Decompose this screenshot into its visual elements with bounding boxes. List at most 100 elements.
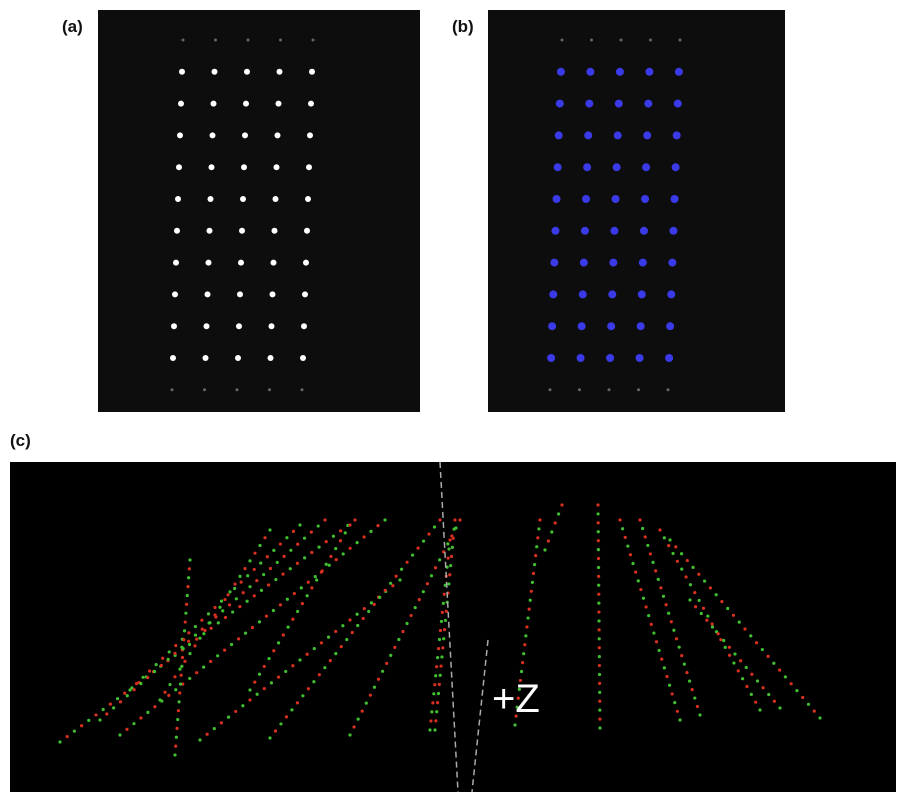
dot	[389, 654, 392, 657]
dot	[675, 637, 678, 640]
dot	[598, 709, 601, 712]
dot	[579, 290, 587, 298]
dot	[658, 528, 661, 531]
dot	[226, 593, 229, 596]
dot	[245, 600, 248, 603]
dot	[660, 658, 663, 661]
dot	[663, 536, 666, 539]
dot	[160, 664, 163, 667]
dot	[652, 631, 655, 634]
dot	[439, 629, 442, 632]
dot	[179, 682, 182, 685]
dot	[667, 290, 675, 298]
dot	[438, 518, 441, 521]
dot	[700, 612, 703, 615]
dot	[550, 530, 553, 533]
dot	[349, 547, 352, 550]
dot	[202, 666, 205, 669]
dot	[301, 694, 304, 697]
dot	[733, 652, 736, 655]
dot	[557, 68, 565, 76]
dot	[342, 552, 345, 555]
dot	[440, 655, 443, 658]
dot	[597, 584, 600, 587]
dot	[702, 607, 705, 610]
dot	[279, 722, 282, 725]
dot	[528, 608, 531, 611]
dot	[807, 703, 810, 706]
dot	[649, 39, 652, 42]
dot	[238, 260, 244, 266]
dot	[187, 576, 190, 579]
dot	[373, 603, 376, 606]
dot	[643, 131, 651, 139]
dot	[259, 561, 262, 564]
dot	[158, 698, 161, 701]
dot	[206, 260, 212, 266]
dot	[638, 518, 641, 521]
dot	[384, 589, 387, 592]
dot	[813, 710, 816, 713]
dot	[182, 39, 185, 42]
dot	[717, 632, 720, 635]
dot	[303, 260, 309, 266]
dot	[756, 679, 759, 682]
dot	[715, 593, 718, 596]
dot	[178, 691, 181, 694]
dot	[238, 575, 241, 578]
dot	[168, 683, 171, 686]
dot	[578, 322, 586, 330]
dot	[583, 163, 591, 171]
dot	[665, 354, 673, 362]
dot	[296, 562, 299, 565]
dot	[344, 531, 347, 534]
dot	[353, 518, 356, 521]
dot	[429, 719, 432, 722]
dot	[597, 539, 600, 542]
dot	[300, 586, 303, 589]
dot	[317, 524, 320, 527]
dot	[307, 687, 310, 690]
dot	[194, 634, 197, 637]
dot	[174, 745, 177, 748]
dot	[581, 227, 589, 235]
dot	[547, 354, 555, 362]
dot	[361, 710, 364, 713]
dot	[173, 675, 176, 678]
dot	[724, 646, 727, 649]
dot	[323, 666, 326, 669]
dot	[606, 354, 614, 362]
panel-a-image	[98, 10, 420, 412]
dot	[175, 736, 178, 739]
dot	[422, 590, 425, 593]
dot	[453, 518, 456, 521]
dot	[711, 625, 714, 628]
dot	[433, 525, 436, 528]
dot	[269, 567, 272, 570]
dot	[339, 539, 342, 542]
dot	[325, 563, 328, 566]
dot	[674, 545, 677, 548]
dot	[678, 646, 681, 649]
dot	[217, 621, 220, 624]
dot	[187, 640, 190, 643]
dot	[207, 228, 213, 234]
dot	[773, 700, 776, 703]
dot	[434, 566, 437, 569]
dot	[657, 578, 660, 581]
dot	[177, 709, 180, 712]
dot	[451, 546, 454, 549]
dot	[296, 701, 299, 704]
dot	[216, 654, 219, 657]
dot	[248, 698, 251, 701]
dot	[529, 599, 532, 602]
dot	[669, 227, 677, 235]
dot	[203, 388, 206, 391]
dot	[279, 39, 282, 42]
dot	[320, 571, 323, 574]
dot	[268, 388, 271, 391]
dot	[296, 610, 299, 613]
dot	[596, 512, 599, 515]
dot	[209, 164, 215, 170]
dot	[126, 694, 129, 697]
